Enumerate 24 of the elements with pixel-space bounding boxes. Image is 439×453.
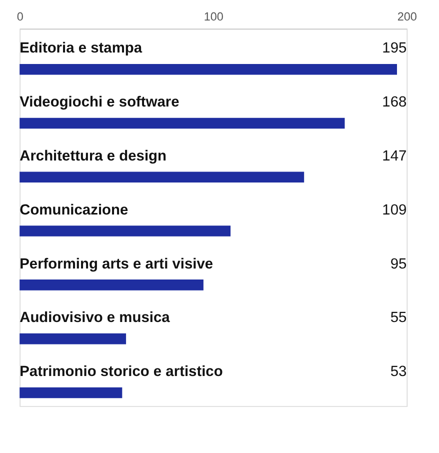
bar [20,226,231,236]
x-tick-label: 0 [16,10,24,24]
y-tick-label: Performing arts e arti visive [20,256,214,272]
bar [20,333,126,344]
data-label: 195 [382,40,407,57]
data-label: 53 [390,364,407,380]
bar [20,64,397,75]
data-label: 109 [382,202,407,218]
y-tick-label: Patrimonio storico e artistico [20,364,223,380]
bar [20,118,345,129]
bar [20,172,304,183]
data-label: 55 [390,310,407,326]
x-tick-label: 200 [397,10,418,24]
data-label: 168 [382,94,407,111]
y-tick-label: Comunicazione [20,202,128,218]
bar [20,387,122,398]
bar [20,280,204,290]
y-tick-label: Architettura e design [20,148,167,164]
y-tick-label: Videogiochi e software [20,94,180,111]
y-tick-label: Audiovisivo e musica [20,310,171,326]
y-tick-label: Editoria e stampa [20,40,143,57]
data-label: 95 [390,256,407,272]
data-label: 147 [382,148,407,164]
x-tick-label: 100 [204,10,224,24]
